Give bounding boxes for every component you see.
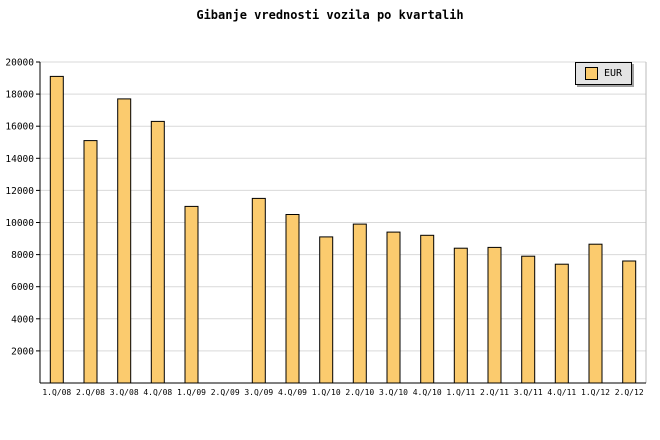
x-tick-label: 1.Q/12 — [581, 388, 610, 397]
bar — [420, 234, 435, 384]
y-tick-label: 4000 — [11, 314, 34, 325]
x-tick-label: 2.Q/08 — [76, 388, 105, 397]
y-tick-label: 8000 — [11, 250, 34, 261]
bar — [184, 205, 199, 384]
bar — [588, 243, 603, 384]
y-tick-label: 16000 — [5, 122, 34, 133]
x-tick-label: 1.Q/10 — [312, 388, 341, 397]
bar — [622, 260, 637, 384]
bar — [150, 120, 165, 384]
y-tick-label: 14000 — [5, 154, 34, 165]
bar — [521, 255, 536, 384]
x-tick-label: 4.Q/11 — [547, 388, 576, 397]
x-tick-label: 3.Q/11 — [514, 388, 543, 397]
bar — [251, 197, 266, 384]
y-tick-label: 18000 — [5, 90, 34, 101]
x-tick-label: 4.Q/10 — [413, 388, 442, 397]
x-tick-label: 3.Q/08 — [110, 388, 139, 397]
y-tick-label: 20000 — [5, 58, 34, 69]
bar — [352, 223, 367, 384]
bar — [386, 231, 401, 384]
chart-title: Gibanje vrednosti vozila po kvartalih — [196, 8, 464, 22]
bar — [319, 236, 334, 384]
x-tick-label: 1.Q/08 — [42, 388, 71, 397]
bar — [554, 263, 569, 384]
y-tick-label: 6000 — [11, 282, 34, 293]
y-tick-label: 2000 — [11, 346, 34, 357]
y-tick-label: 12000 — [5, 186, 34, 197]
y-tick-label: 10000 — [5, 218, 34, 229]
x-tick-label: 2.Q/10 — [345, 388, 374, 397]
x-tick-label: 3.Q/10 — [379, 388, 408, 397]
x-tick-label: 1.Q/09 — [177, 388, 206, 397]
x-tick-label: 2.Q/11 — [480, 388, 509, 397]
bar — [487, 246, 502, 384]
x-tick-label: 3.Q/09 — [244, 388, 273, 397]
x-tick-label: 4.Q/08 — [143, 388, 172, 397]
bar — [49, 75, 64, 384]
legend-label-eur: EUR — [603, 67, 622, 79]
x-tick-label: 2.Q/09 — [211, 388, 240, 397]
bar — [285, 214, 300, 384]
bar — [117, 98, 132, 384]
legend: EUR — [574, 62, 632, 85]
bar — [83, 140, 98, 384]
x-tick-label: 2.Q/12 — [615, 388, 644, 397]
bar — [453, 247, 468, 384]
legend-swatch-eur — [584, 67, 598, 80]
x-tick-label: 4.Q/09 — [278, 388, 307, 397]
x-tick-label: 1.Q/11 — [446, 388, 475, 397]
